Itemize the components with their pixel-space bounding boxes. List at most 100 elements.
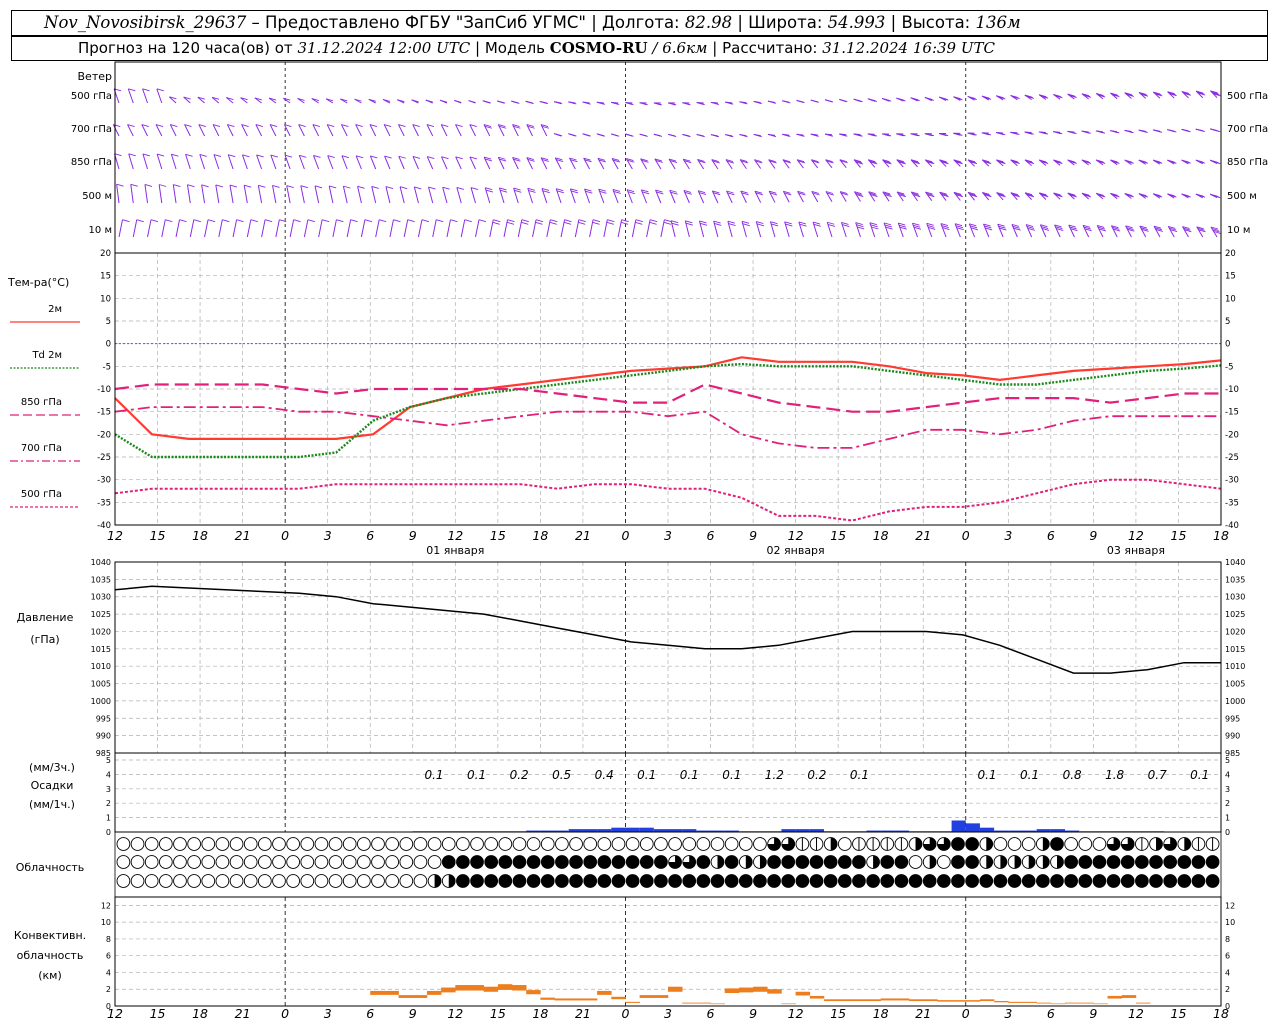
forecast-start: 31.12.2024 12:00 UTC — [297, 39, 471, 57]
precip-bar — [710, 830, 725, 832]
cloud-symbol — [1149, 874, 1163, 888]
wind-barb-feather — [741, 220, 750, 224]
wind-barb-feather — [258, 184, 266, 188]
wind-barb — [798, 221, 807, 238]
wind-level-label: 850 гПа — [71, 157, 112, 168]
wind-barb-feather — [912, 161, 921, 165]
wind-barb — [1053, 93, 1063, 100]
cloud-circle — [724, 874, 739, 888]
wind-barb-feather — [726, 190, 734, 194]
precip-axis-label: Осадки — [31, 779, 74, 792]
wind-barb — [369, 124, 378, 137]
cloud-circle — [116, 855, 131, 869]
precip-tick-left: 5 — [106, 756, 111, 765]
cloud-symbol — [710, 874, 725, 888]
cloud-circle — [201, 874, 216, 888]
wind-barb-feather — [470, 187, 479, 190]
wind-barb-feather — [955, 132, 963, 136]
wind-barb-feather — [627, 159, 635, 163]
wind-level-label-right: 500 м — [1227, 191, 1257, 202]
wind-barb-feather — [840, 192, 849, 196]
temp-tick-left: 20 — [100, 249, 111, 259]
wind-barb-feather — [884, 161, 892, 165]
conv-bar — [668, 986, 683, 992]
wind-barb-feather — [655, 189, 663, 193]
cloud-symbol — [569, 874, 583, 888]
wind-barb-feather — [540, 101, 548, 105]
wind-barb-staff — [655, 189, 662, 204]
cloud-symbol — [540, 855, 555, 869]
cloud-circle — [173, 855, 187, 869]
wind-barb-feather — [740, 190, 748, 194]
wind-barb — [1110, 130, 1120, 134]
wind-barb — [1181, 159, 1191, 165]
cloud-circle — [922, 874, 937, 888]
cloud-symbol — [215, 874, 230, 888]
time-tick-label-bottom: 15 — [490, 1006, 506, 1021]
wind-barb-feather — [1126, 94, 1134, 97]
conv-bar — [1135, 1002, 1151, 1004]
cloud-symbol — [229, 855, 244, 869]
time-tick-label-bottom: 12 — [1128, 1006, 1144, 1021]
cloud-symbol — [555, 855, 569, 869]
wind-barb-feather — [912, 192, 920, 196]
cloud-circle — [823, 855, 838, 869]
wind-barb — [417, 219, 430, 238]
wind-barb — [926, 222, 936, 238]
cloud-symbol — [1036, 855, 1050, 869]
wind-barb — [498, 187, 508, 204]
wind-barb — [682, 133, 691, 138]
cloud-symbol — [1177, 837, 1192, 851]
cloud-symbol — [611, 837, 626, 851]
cloud-half-fill — [873, 855, 880, 869]
wind-barb — [526, 124, 535, 137]
wind-barb-feather — [1111, 225, 1119, 229]
wind-barb-feather — [1213, 161, 1221, 165]
cloud-circle — [880, 874, 895, 888]
wind-barb-feather — [612, 188, 621, 192]
wind-barb-feather — [1213, 93, 1221, 97]
cloud-half-fill — [1184, 837, 1191, 851]
conv-bar — [951, 1000, 967, 1002]
temp-tick-right: -5 — [1225, 362, 1233, 372]
time-tick-label: 12 — [107, 528, 123, 543]
conv-bar — [880, 998, 896, 1001]
wind-barb-staff — [240, 97, 248, 104]
wind-barb — [483, 124, 493, 137]
cloud-symbol — [441, 874, 456, 888]
wind-barb-feather — [1112, 226, 1120, 230]
cloud-symbol — [286, 874, 300, 888]
cloud-circle — [738, 837, 753, 851]
cloud-symbol — [116, 874, 131, 888]
wind-barb-staff — [341, 155, 348, 170]
wind-barb-feather — [542, 190, 550, 194]
wind-barb-feather — [1111, 93, 1119, 97]
cloud-symbol — [144, 837, 159, 851]
wind-barb-feather — [827, 221, 835, 225]
wind-barb — [156, 88, 164, 104]
cloud-circle — [484, 874, 499, 888]
precip-total-label: 0.1 — [680, 768, 699, 782]
wind-barb — [355, 155, 364, 170]
wind-barb — [118, 219, 130, 238]
wind-barb-feather — [926, 222, 934, 226]
wind-barb-feather — [1068, 193, 1076, 197]
wind-barb — [1081, 159, 1092, 166]
cloud-circle — [187, 874, 201, 888]
conv-bar — [455, 985, 470, 991]
wind-barb-feather — [499, 187, 507, 191]
wind-barb-staff — [255, 124, 263, 137]
wind-barb — [953, 132, 963, 136]
wind-barb — [574, 219, 586, 238]
cloud-circle — [385, 837, 400, 851]
wind-barb-feather — [427, 156, 435, 159]
cloud-symbol — [767, 837, 781, 851]
wind-barb-feather — [928, 227, 936, 230]
wind-barb — [812, 221, 821, 238]
cloud-symbol — [555, 874, 569, 888]
precip-bar — [880, 830, 895, 832]
wind-barb-feather — [783, 160, 791, 164]
cloud-circle — [951, 837, 965, 851]
wind-barb-feather — [313, 154, 321, 158]
cloud-circle — [908, 874, 923, 888]
